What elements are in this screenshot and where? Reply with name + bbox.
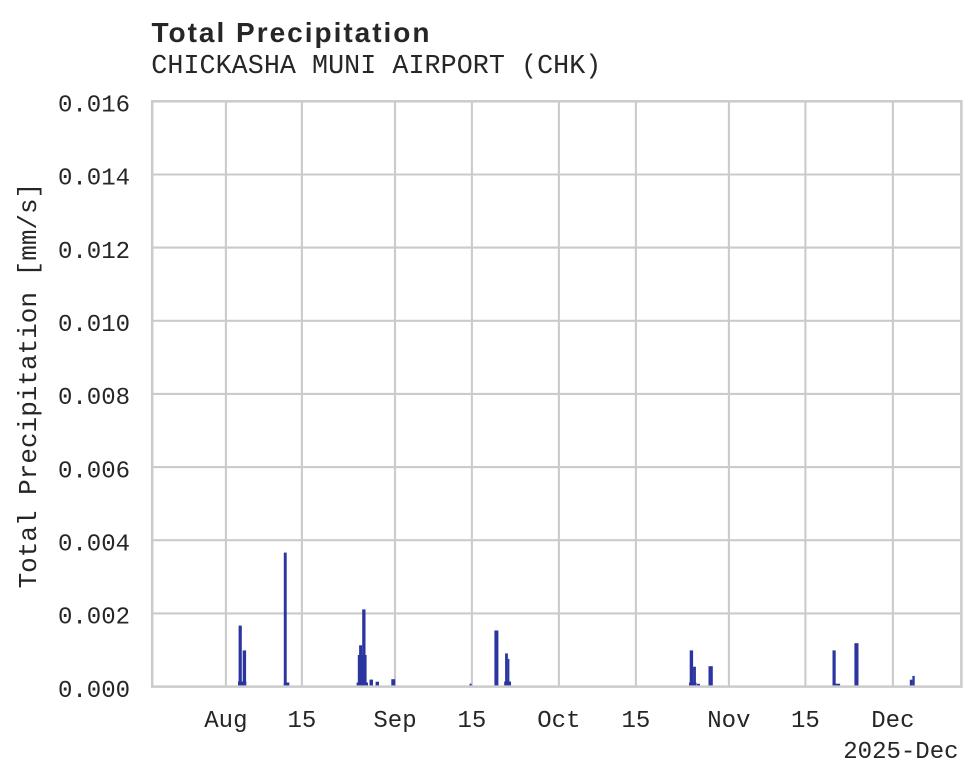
svg-text:0.006: 0.006 (58, 458, 130, 485)
svg-text:0.014: 0.014 (58, 166, 130, 193)
svg-text:Total Precipitation [mm/s]: Total Precipitation [mm/s] (14, 183, 44, 589)
svg-text:Nov: Nov (707, 708, 750, 735)
svg-text:15: 15 (457, 708, 486, 735)
svg-text:Total Precipitation: Total Precipitation (152, 17, 430, 48)
svg-text:0.002: 0.002 (58, 605, 130, 632)
svg-text:0.008: 0.008 (58, 385, 130, 412)
svg-text:Oct: Oct (537, 708, 580, 735)
svg-text:0.010: 0.010 (58, 312, 130, 339)
svg-text:0.000: 0.000 (58, 678, 130, 705)
svg-text:Dec: Dec (871, 708, 914, 735)
svg-text:Sep: Sep (373, 708, 416, 735)
svg-text:2025-Dec: 2025-Dec (843, 739, 958, 766)
svg-text:0.016: 0.016 (58, 93, 130, 120)
svg-text:15: 15 (621, 708, 650, 735)
svg-text:0.004: 0.004 (58, 531, 130, 558)
svg-text:CHICKASHA MUNI AIRPORT (CHK): CHICKASHA MUNI AIRPORT (CHK) (151, 52, 601, 82)
svg-text:0.012: 0.012 (58, 239, 130, 266)
svg-text:15: 15 (791, 708, 820, 735)
svg-text:15: 15 (287, 708, 316, 735)
svg-text:Aug: Aug (204, 708, 247, 735)
